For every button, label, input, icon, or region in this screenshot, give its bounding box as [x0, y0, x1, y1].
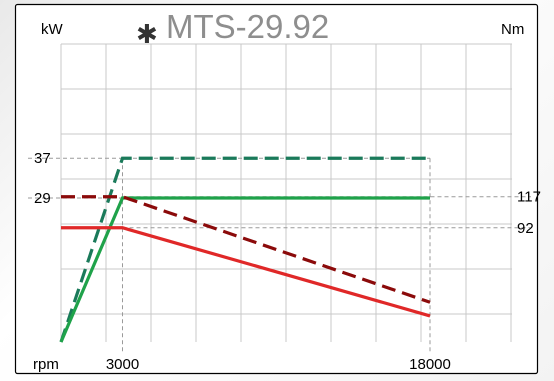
x-axis-label: rpm: [33, 356, 59, 373]
x-tick-label: 18000: [409, 356, 451, 373]
series-group: [59, 156, 431, 343]
left-unit-label: kW: [41, 21, 64, 38]
gridlines: [60, 43, 512, 342]
tick-labels: 37 29 117 92 3000 18000: [34, 150, 541, 373]
chart-title: MTS-29.92: [166, 8, 329, 45]
series-line-1: [59, 156, 430, 343]
asterisk-icon: ✱: [136, 20, 158, 50]
right-unit-label: Nm: [501, 21, 524, 38]
right-tick-label: 117: [517, 189, 541, 206]
left-tick-label: 37: [34, 150, 51, 167]
series-line-2: [59, 196, 430, 343]
right-tick-label: 92: [517, 220, 534, 237]
series-line-3: [61, 195, 431, 304]
left-tick-label: 29: [34, 190, 51, 207]
x-tick-label: 3000: [106, 356, 139, 373]
series-line-4: [61, 226, 431, 318]
chart-frame: [14, 3, 539, 375]
